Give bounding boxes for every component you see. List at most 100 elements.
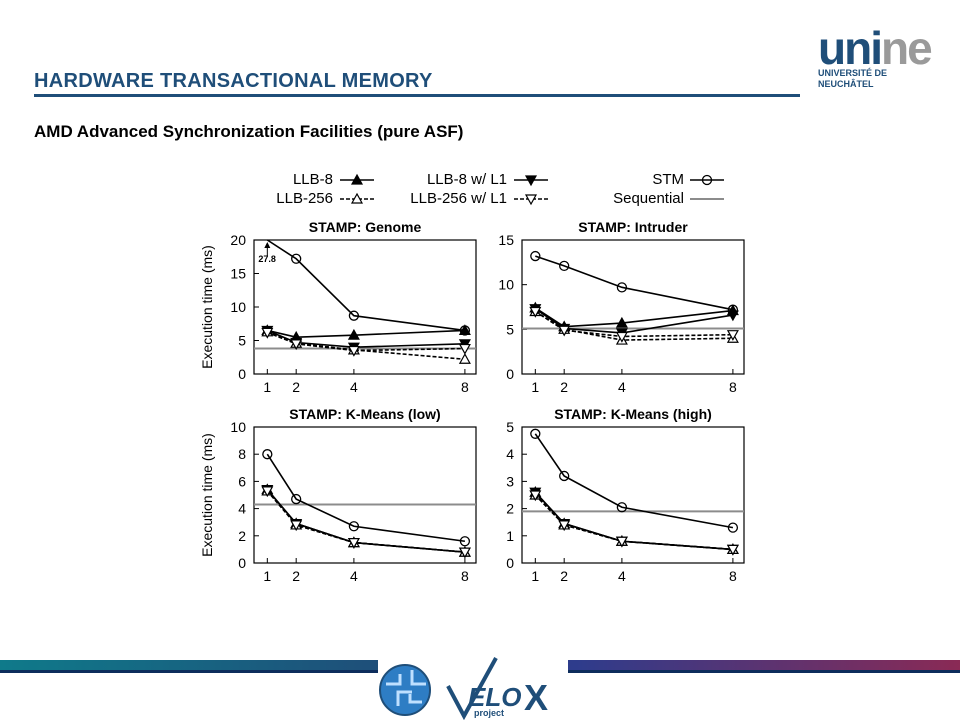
- x-tick-label: 2: [560, 379, 568, 395]
- logo-wordmark: unine: [818, 25, 933, 71]
- series-line: [267, 329, 465, 349]
- data-point: [290, 520, 303, 532]
- x-tick-label: 4: [350, 379, 358, 395]
- chart-title: STAMP: Genome: [309, 219, 422, 235]
- data-point: [616, 282, 628, 293]
- series-line: [266, 239, 466, 332]
- data-point: [529, 490, 542, 502]
- logo-line-1: UNIVERSITÉ DE: [818, 68, 888, 78]
- y-tick-label: 15: [498, 232, 514, 248]
- data-point: [459, 536, 471, 547]
- data-point: [558, 325, 571, 337]
- chart-panel-4: STAMP: K-Means (high) 0 1 2 3 4 5 1 2 4 8: [506, 406, 745, 584]
- series-stm: [266, 239, 471, 336]
- data-point: [458, 547, 471, 559]
- legend-marker-4: [524, 194, 538, 206]
- data-point: [458, 353, 471, 364]
- y-tick-label: 1: [506, 528, 514, 544]
- plot-frame: [253, 239, 477, 375]
- legend-marker-5: [701, 174, 713, 186]
- legend-label-4: LLB-256 w/ L1: [410, 190, 507, 207]
- data-point: [459, 325, 471, 336]
- data-point: [615, 331, 628, 343]
- series-stm: [262, 449, 471, 547]
- legend-label-3: LLB-8 w/ L1: [427, 171, 507, 188]
- series-stm: [530, 250, 739, 315]
- series-line: [534, 310, 733, 338]
- legend-marker-3: [524, 175, 538, 187]
- data-point: [726, 544, 739, 556]
- plot-frame: [253, 426, 477, 564]
- series-line: [266, 453, 466, 543]
- x-tick-label: 1: [263, 379, 271, 395]
- x-tick-label: 4: [350, 568, 358, 584]
- x-tick-label: 8: [729, 568, 737, 584]
- data-point: [348, 521, 360, 532]
- annotation-arrowhead: [264, 242, 271, 248]
- x-tick-label: 8: [729, 379, 737, 395]
- x-tick-label: 2: [292, 568, 300, 584]
- logo-word-light: ne: [880, 22, 933, 74]
- y-tick-label: 15: [230, 266, 246, 282]
- legend-label-2: LLB-256: [276, 190, 333, 207]
- series-llb-256-w-l1: [529, 490, 739, 556]
- x-tick-label: 2: [292, 379, 300, 395]
- y-tick-label: 0: [506, 366, 514, 382]
- data-point: [726, 330, 739, 341]
- chart-title: STAMP: K-Means (high): [554, 406, 712, 422]
- y-tick-label: 5: [238, 333, 246, 349]
- data-point: [558, 520, 571, 532]
- y-tick-label: 4: [506, 446, 514, 462]
- data-point: [615, 316, 628, 328]
- y-tick-label: 5: [506, 419, 514, 435]
- data-point: [348, 310, 360, 321]
- y-tick-label: 8: [238, 446, 246, 462]
- series-line: [535, 255, 734, 311]
- velox-small-project: project: [474, 708, 504, 718]
- globe-icon: [379, 664, 431, 716]
- x-tick-label: 1: [531, 568, 539, 584]
- y-tick-label: 20: [230, 232, 246, 248]
- slide-subtitle: AMD Advanced Synchronization Facilities …: [34, 122, 464, 141]
- x-tick-label: 4: [618, 379, 626, 395]
- x-tick-label: 2: [560, 568, 568, 584]
- data-point: [291, 253, 302, 264]
- series-line: [534, 494, 733, 551]
- y-tick-label: 3: [506, 473, 514, 489]
- logo-word-dark: uni: [818, 22, 883, 74]
- title-divider: [34, 94, 800, 97]
- series-line: [534, 433, 734, 529]
- series-llb-256-w-l1: [261, 327, 471, 357]
- data-point: [291, 493, 302, 505]
- y-axis-label: Execution time (ms): [199, 245, 215, 369]
- data-point: [261, 486, 274, 498]
- y-tick-label: 5: [506, 321, 514, 337]
- y-tick-label: 0: [238, 555, 246, 571]
- data-point: [347, 537, 360, 549]
- x-tick-label: 4: [618, 568, 626, 584]
- data-point: [727, 304, 739, 315]
- legend-marker-1: [350, 173, 364, 185]
- slide-title: HARDWARE TRANSACTIONAL MEMORY: [34, 70, 433, 92]
- data-point: [261, 327, 274, 339]
- y-tick-label: 6: [238, 473, 246, 489]
- velox-word-elo: ELO: [468, 682, 521, 712]
- series-line: [266, 490, 465, 553]
- series-line: [534, 308, 734, 334]
- x-tick-label: 8: [461, 568, 469, 584]
- y-tick-label: 0: [238, 366, 246, 382]
- legend: LLB-8 LLB-256 LLB-8 w/ L1 LLB-256 w/ L1 STM S…: [276, 171, 724, 207]
- x-tick-label: 1: [263, 568, 271, 584]
- series-stm: [530, 428, 739, 533]
- y-tick-label: 10: [498, 277, 514, 293]
- data-point: [458, 343, 471, 355]
- x-tick-label: 8: [461, 379, 469, 395]
- legend-label-6: Sequential: [613, 190, 684, 207]
- plot-frame: [521, 239, 745, 375]
- data-point: [530, 250, 541, 262]
- university-logo: unine UNIVERSITÉ DE NEUCHÂTEL: [818, 25, 933, 98]
- legend-marker-2: [350, 192, 364, 204]
